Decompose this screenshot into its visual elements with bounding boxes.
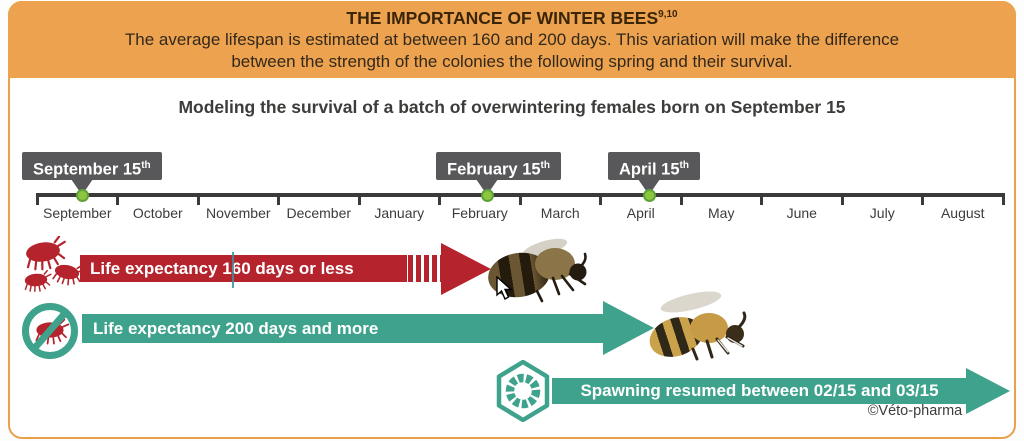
timeline-month-label: August <box>940 205 985 221</box>
timeline-tick <box>196 193 200 205</box>
header-banner: THE IMPORTANCE OF WINTER BEES9,10 The av… <box>8 1 1016 78</box>
spawning-arrowhead <box>966 368 1010 414</box>
timeline-tick <box>518 193 522 205</box>
timeline-tick <box>760 193 763 205</box>
copyright-credit: ©Véto-pharma <box>867 403 963 419</box>
timeline-tick <box>438 193 441 205</box>
honeybee-image <box>649 291 747 361</box>
timeline-month-label: July <box>869 205 895 221</box>
timeline-tick <box>840 193 844 205</box>
spawning-arrow-label: Spawning resumed between 02/15 and 03/15 <box>580 381 939 400</box>
date-marker-dot <box>642 189 656 202</box>
timeline-tick <box>35 193 39 205</box>
date-marker-dot <box>75 189 89 202</box>
green-arrowhead <box>603 301 654 355</box>
timeline-month-label: June <box>786 205 817 221</box>
header-subtitle-line1: The average lifespan is estimated at bet… <box>124 30 900 49</box>
date-marker-flag: February 15th <box>436 152 561 180</box>
red-arrow-bar: Life expectancy 160 days or less <box>80 255 407 282</box>
diagram-title: Modeling the survival of a batch of over… <box>178 97 846 117</box>
green-arrow-bar: Life expectancy 200 days and more <box>82 314 614 343</box>
timeline-month-label: April <box>626 205 655 221</box>
red-arrow-label: Life expectancy 160 days or less <box>90 258 354 278</box>
timeline-month-label: October <box>132 205 183 221</box>
timeline-tick <box>116 193 119 205</box>
header-subtitle-line2: between the strength of the colonies the… <box>231 52 793 71</box>
timeline-tick <box>679 193 683 205</box>
timeline-month-label: November <box>205 205 271 221</box>
red-arrow-stripes <box>400 255 445 282</box>
timeline-month-label: March <box>540 205 580 221</box>
title-footnote-refs: 9,10 <box>658 9 678 21</box>
mouse-cursor <box>496 276 513 300</box>
date-marker-flag: September 15th <box>22 152 162 180</box>
timeline-month-label: February <box>451 205 508 221</box>
timeline-tick <box>1001 193 1005 205</box>
timeline-month-label: September <box>43 205 112 221</box>
date-marker-flag: April 15th <box>608 152 700 180</box>
date-marker-dot <box>480 189 494 202</box>
timeline-tick <box>277 193 280 205</box>
brood-cell-larva-icon <box>496 360 550 422</box>
timeline-tick <box>921 193 924 205</box>
timeline-month-label: January <box>374 205 425 221</box>
page-title: THE IMPORTANCE OF WINTER BEES9,10 <box>346 8 678 28</box>
text-cursor-artifact <box>232 252 234 288</box>
green-arrow-label: Life expectancy 200 days and more <box>93 318 379 338</box>
timeline-month-label: May <box>708 205 735 221</box>
no-varroa-mite-icon <box>22 303 78 359</box>
timeline-tick <box>357 193 361 205</box>
timeline-month-label: December <box>286 205 352 221</box>
varroa-mites-icon <box>23 236 86 293</box>
timeline-tick <box>599 193 602 205</box>
red-arrowhead <box>441 243 491 295</box>
spawning-arrow-bar: Spawning resumed between 02/15 and 03/15 <box>552 378 967 404</box>
